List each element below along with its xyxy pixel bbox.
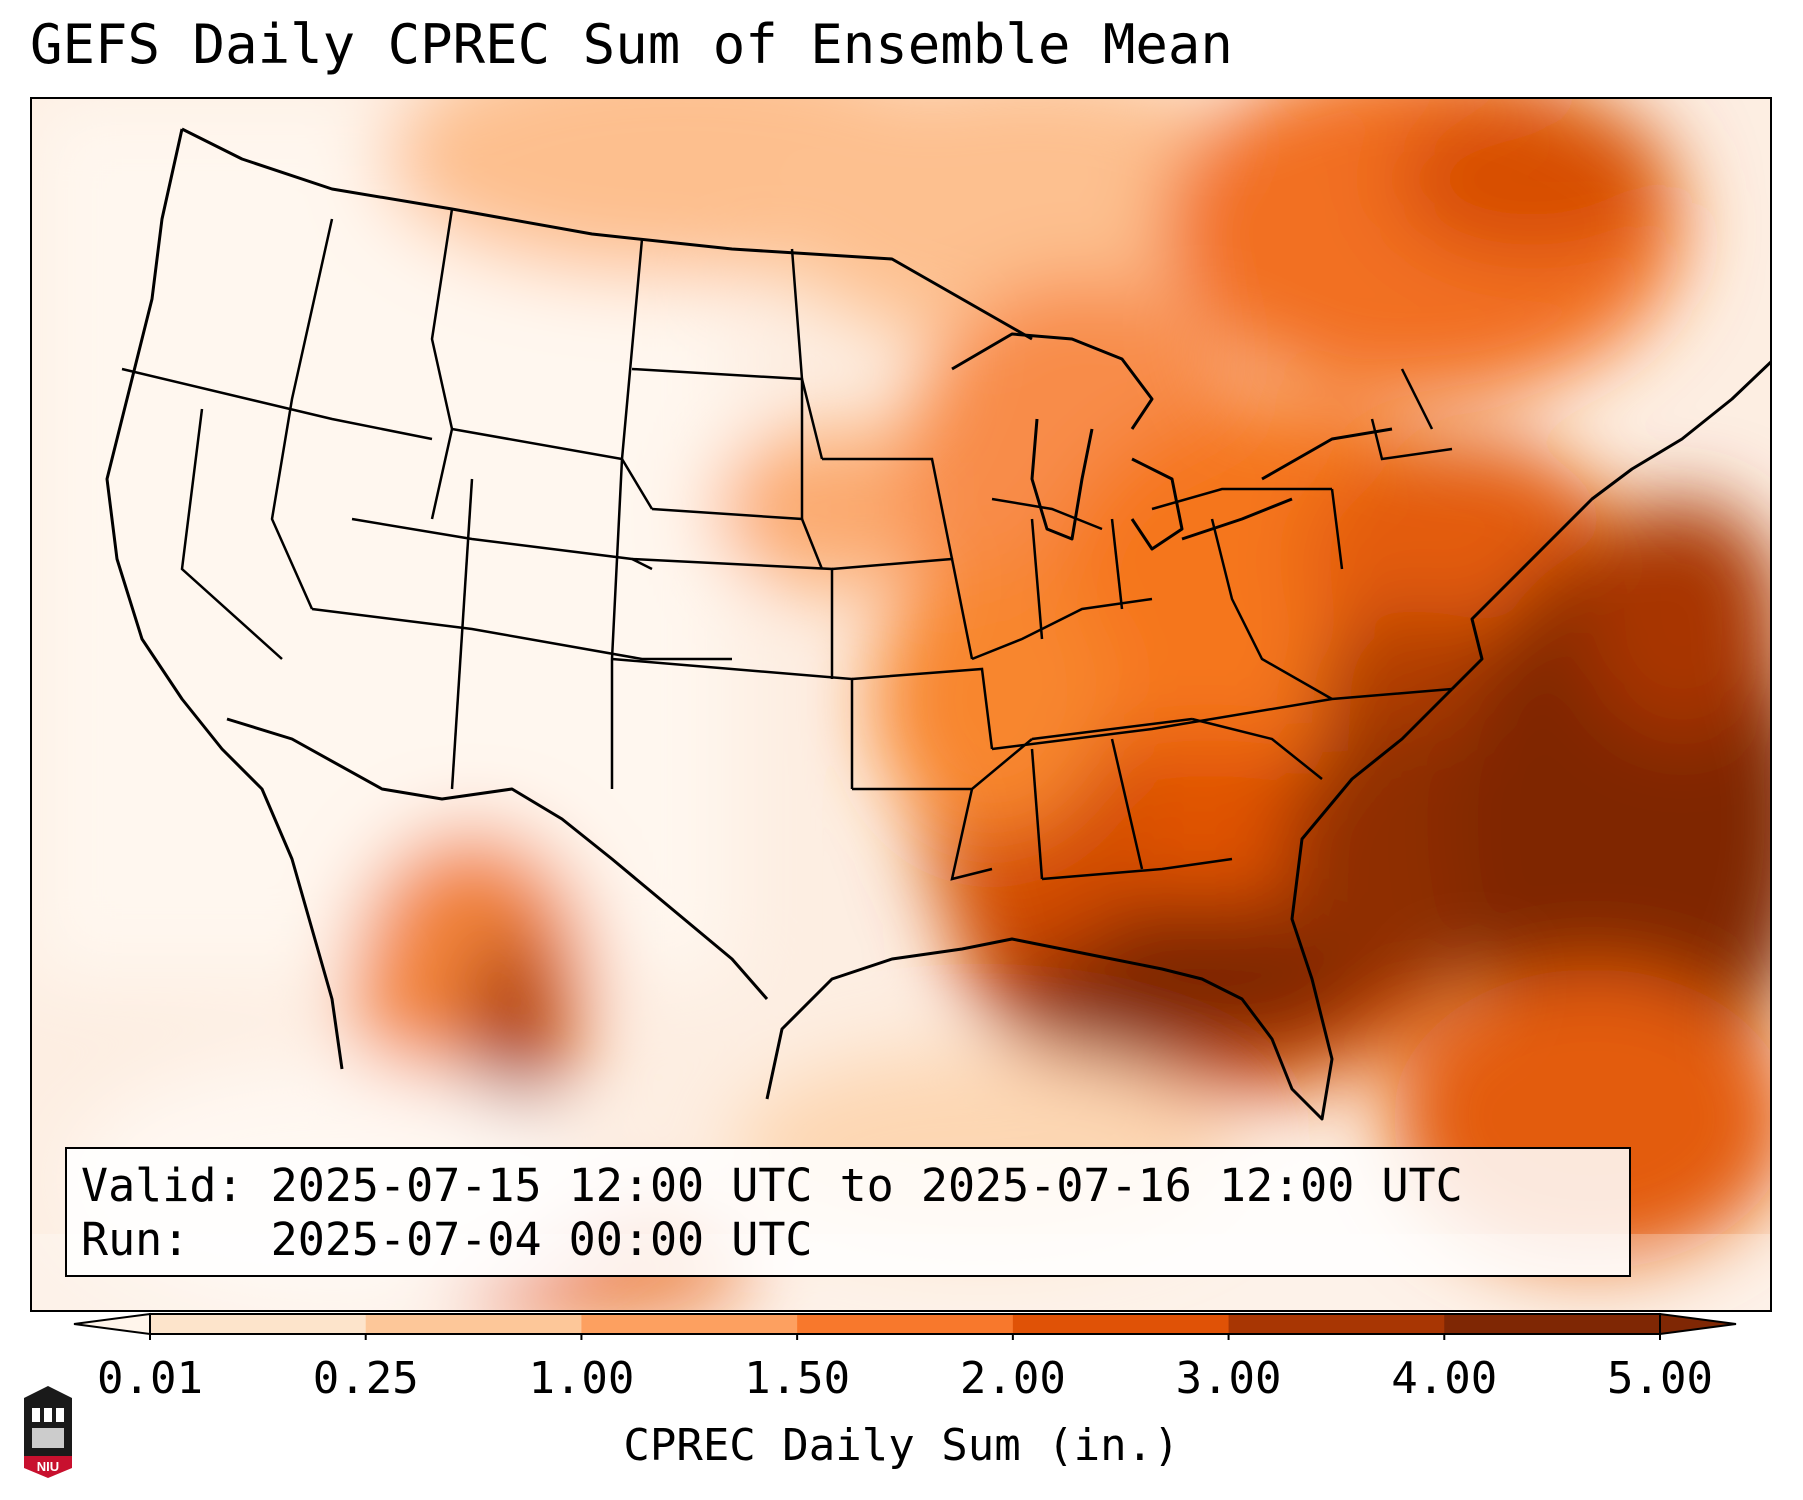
colorbar-tick-label: 5.00 — [1607, 1353, 1713, 1404]
colorbar-segment — [1228, 1314, 1445, 1334]
colorbar-ticks: 0.01 0.25 1.00 1.50 2.00 3.00 4.00 5.00 — [0, 1357, 1803, 1407]
valid-value: 2025-07-15 12:00 UTC to 2025-07-16 12:00… — [270, 1159, 1463, 1212]
colorbar-label: CPREC Daily Sum (in.) — [623, 1420, 1180, 1471]
valid-run-box: Valid: 2025-07-15 12:00 UTC to 2025-07-1… — [65, 1147, 1631, 1277]
colorbar-tick-label: 4.00 — [1391, 1353, 1498, 1404]
coastlines — [105, 127, 1770, 1121]
colorbar-tick-label: 0.01 — [97, 1353, 203, 1404]
colorbar-segment — [581, 1314, 798, 1334]
precip-field — [32, 99, 1770, 1310]
colorbar-segment — [1444, 1314, 1661, 1334]
colorbar-tick-label: 0.25 — [312, 1353, 419, 1404]
run-label: Run: — [81, 1213, 190, 1266]
state-borders — [121, 208, 1453, 881]
colorbar-segment — [1012, 1314, 1230, 1334]
colorbar-segment — [365, 1314, 582, 1334]
colorbar — [73, 1312, 1737, 1340]
svg-text:NIU: NIU — [37, 1459, 59, 1474]
colorbar-segment — [797, 1314, 1014, 1334]
colorbar-extend-high — [1659, 1312, 1737, 1336]
colorbar-tick-label: 3.00 — [1175, 1353, 1282, 1404]
precipitation-map — [30, 97, 1772, 1312]
valid-label: Valid: — [81, 1159, 244, 1212]
colorbar-tick-label: 2.00 — [959, 1353, 1066, 1404]
colorbar-frame — [149, 1313, 1661, 1335]
colorbar-tick-label: 1.50 — [744, 1353, 851, 1404]
map-canvas — [32, 99, 1770, 1310]
colorbar-extend-low — [73, 1312, 151, 1336]
colorbar-tick-label: 1.00 — [528, 1353, 635, 1404]
niu-logo-icon: NIU — [24, 1386, 72, 1478]
run-value: 2025-07-04 00:00 UTC — [270, 1213, 813, 1266]
map-title: GEFS Daily CPREC Sum of Ensemble Mean — [30, 13, 1233, 76]
colorbar-segment — [150, 1314, 367, 1334]
